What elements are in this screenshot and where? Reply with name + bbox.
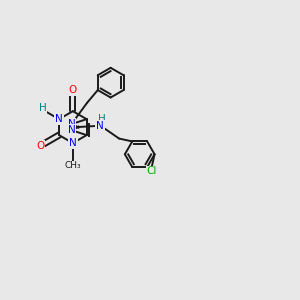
Text: Cl: Cl: [146, 167, 157, 176]
Text: N: N: [55, 114, 63, 124]
Text: N: N: [96, 121, 104, 131]
Text: H: H: [39, 103, 46, 113]
Text: O: O: [36, 141, 45, 151]
Text: H: H: [98, 114, 106, 124]
Text: N: N: [68, 125, 75, 135]
Text: CH₃: CH₃: [64, 161, 81, 170]
Text: N: N: [69, 138, 77, 148]
Text: N: N: [68, 119, 75, 129]
Text: O: O: [69, 85, 77, 95]
